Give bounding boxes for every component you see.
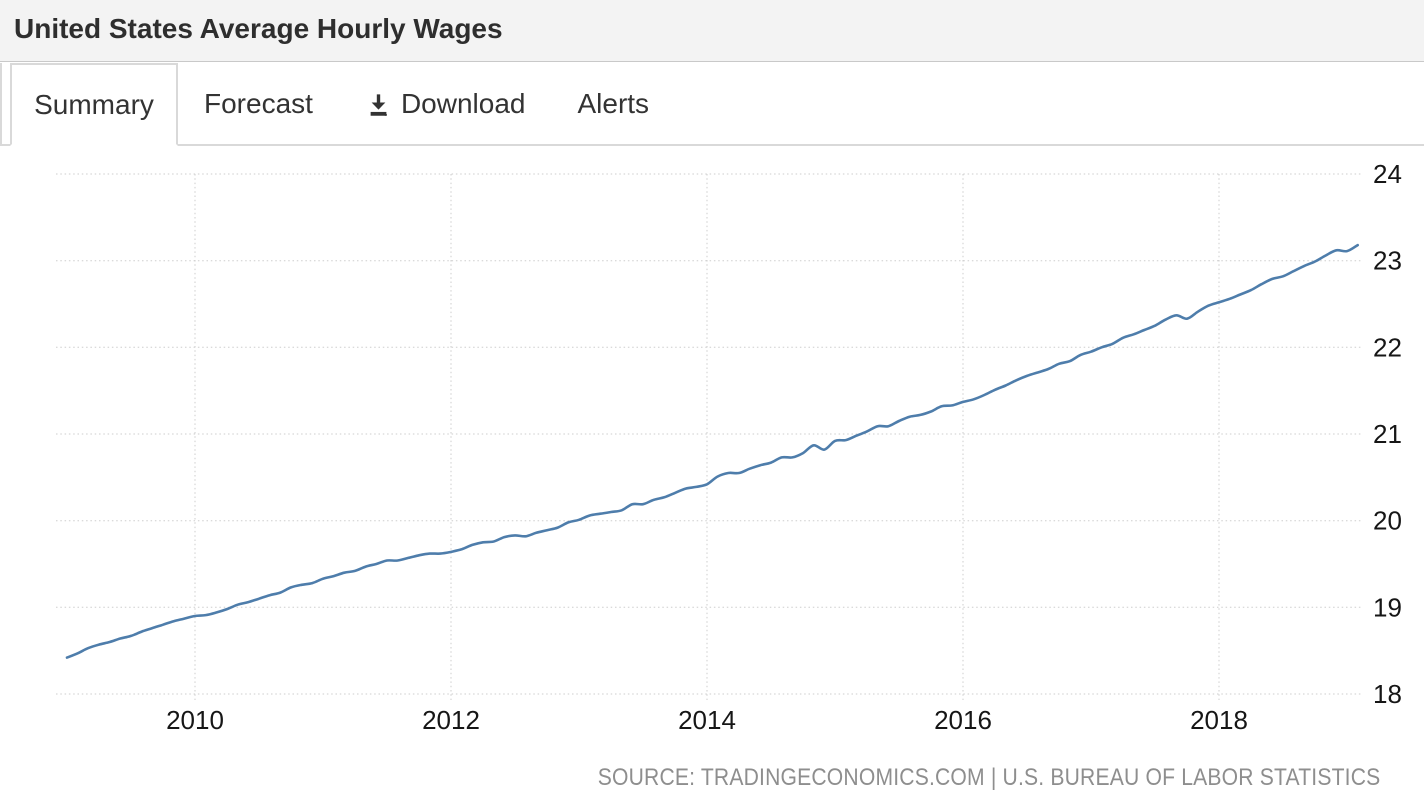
page-header: United States Average Hourly Wages	[0, 0, 1424, 62]
page-title: United States Average Hourly Wages	[14, 13, 503, 44]
wage-line-chart: 2010 2012 2014 2016 2018 24 23 22 21 20 19 18	[56, 159, 1402, 735]
y-tick-label: 22	[1373, 332, 1402, 362]
y-tick-label: 18	[1373, 679, 1402, 709]
x-tick-label: 2018	[1190, 705, 1248, 735]
y-tick-label: 21	[1373, 419, 1402, 449]
tab-summary-label: Summary	[34, 88, 154, 120]
x-axis-labels: 2010 2012 2014 2016 2018	[166, 705, 1248, 735]
y-axis-labels: 24 23 22 21 20 19 18	[1373, 159, 1402, 709]
chart-gridlines	[56, 173, 1363, 700]
download-icon	[365, 91, 392, 118]
tab-summary[interactable]: Summary	[10, 63, 178, 146]
tab-download-label: Download	[400, 87, 526, 119]
wage-series-line	[65, 243, 1359, 659]
y-tick-label: 23	[1373, 246, 1402, 276]
tab-alerts-label: Alerts	[577, 87, 650, 119]
tab-forecast[interactable]: Forecast	[178, 63, 339, 144]
y-tick-label: 19	[1373, 592, 1402, 622]
tab-bar: Summary Forecast Download Alerts	[0, 63, 1424, 146]
x-tick-label: 2012	[422, 705, 480, 735]
tab-alerts[interactable]: Alerts	[551, 63, 675, 144]
x-tick-label: 2010	[166, 705, 224, 735]
y-tick-label: 20	[1373, 506, 1402, 536]
tab-forecast-label: Forecast	[204, 87, 313, 119]
y-tick-label: 24	[1373, 159, 1402, 189]
x-tick-label: 2014	[678, 705, 736, 735]
source-attribution: SOURCE: TRADINGECONOMICS.COM | U.S. BURE…	[597, 764, 1380, 791]
tab-download[interactable]: Download	[339, 63, 552, 144]
x-tick-label: 2016	[934, 705, 992, 735]
